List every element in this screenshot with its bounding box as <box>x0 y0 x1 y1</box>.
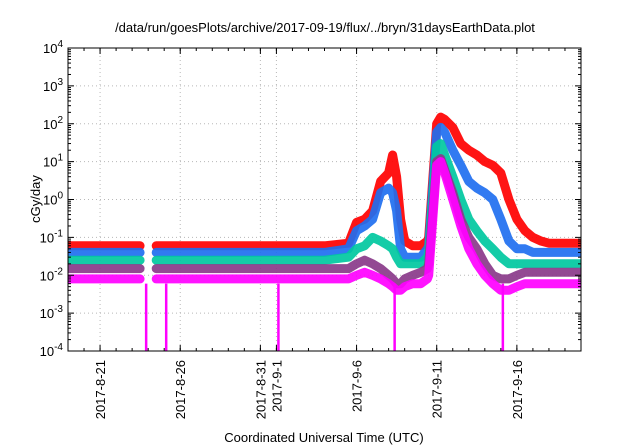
series-group <box>68 112 581 351</box>
x-tick-label: 2017-9-1 <box>269 360 284 412</box>
chart-title: /data/run/goesPlots/archive/2017-09-19/f… <box>115 20 535 35</box>
x-tick-label: 2017-9-11 <box>430 360 445 418</box>
series-line <box>68 122 581 262</box>
x-tick-label: 2017-9-6 <box>350 360 365 412</box>
x-tick-label: 2017-8-26 <box>173 360 188 419</box>
x-axis-tick-labels: 2017-8-21 2017-8-26 2017-8-31 2017-9-1 2017-… <box>93 360 525 419</box>
axis-ticks <box>67 47 582 352</box>
x-tick-label: 2017-8-21 <box>93 360 108 419</box>
x-axis-title: Coordinated Universal Time (UTC) <box>224 430 423 445</box>
y-tick-label: 10-1 <box>40 228 64 245</box>
y-axis-title: cGy/day <box>28 175 43 223</box>
series-layer <box>68 112 581 351</box>
y-tick-label: 10-2 <box>40 266 64 283</box>
y-tick-label: 101 <box>43 153 63 170</box>
series-line <box>68 157 581 295</box>
y-tick-label: 100 <box>43 191 63 208</box>
y-tick-label: 102 <box>43 115 63 132</box>
x-tick-label: 2017-8-31 <box>253 360 268 419</box>
plot-area <box>67 47 582 352</box>
series-line <box>68 139 581 269</box>
y-axis-tick-labels: 10-4 10-3 10-2 10-1 100 101 102 103 104 <box>40 39 64 359</box>
y-tick-label: 10-3 <box>40 304 64 321</box>
y-tick-label: 103 <box>43 77 63 94</box>
y-tick-label: 10-4 <box>40 342 64 359</box>
x-tick-label: 2017-9-16 <box>510 360 525 419</box>
y-tick-label: 104 <box>43 39 63 56</box>
